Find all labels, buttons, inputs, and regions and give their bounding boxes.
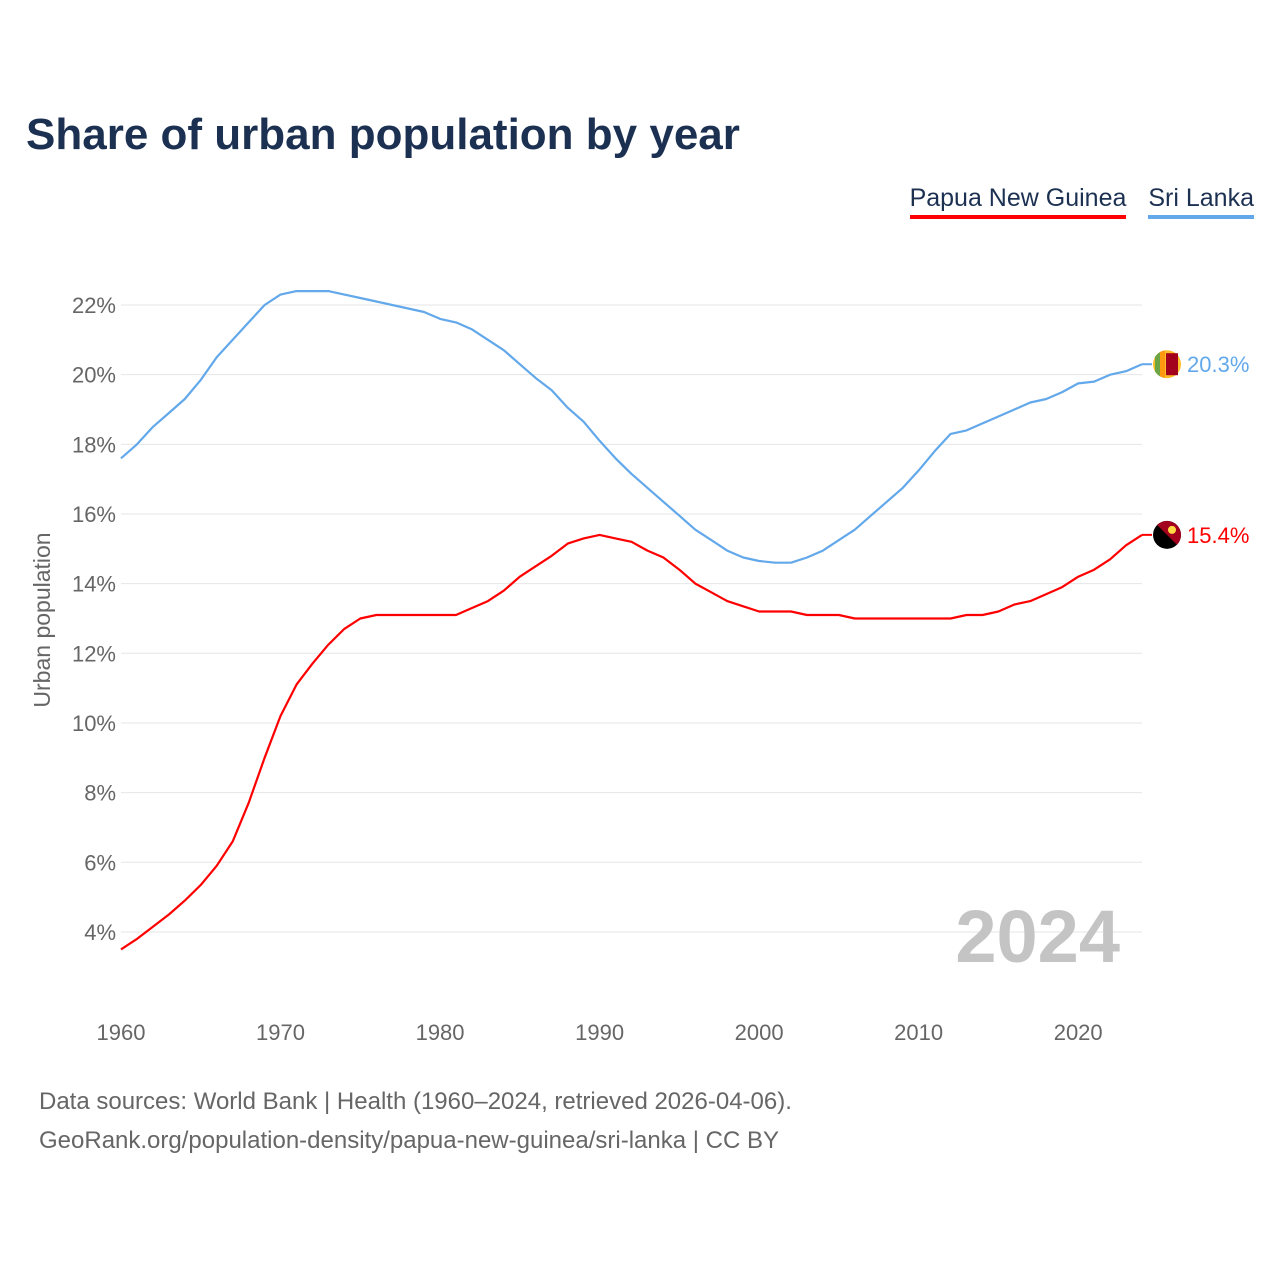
y-tick-label: 6% <box>84 850 116 875</box>
y-tick-label: 18% <box>72 432 116 457</box>
series-line-papua-new-guinea <box>120 533 1143 951</box>
y-tick-label: 12% <box>72 641 116 666</box>
source-line-1: Data sources: World Bank | Health (1960–… <box>39 1088 792 1115</box>
series-line-sri-lanka <box>120 290 1143 564</box>
flag-papua-new-guinea-icon <box>1153 520 1181 549</box>
x-tick-label: 2010 <box>894 1020 943 1045</box>
flag-stripe <box>1155 350 1160 379</box>
end-value-label-papua-new-guinea: 15.4% <box>1187 523 1249 548</box>
end-value-label-sri-lanka: 20.3% <box>1187 352 1249 377</box>
source-line-2[interactable]: GeoRank.org/population-density/papua-new… <box>39 1127 779 1154</box>
flag-sri-lanka-icon <box>1153 350 1181 379</box>
x-tick-label: 1970 <box>256 1020 305 1045</box>
y-tick-label: 10% <box>72 711 116 736</box>
y-tick-label: 20% <box>72 363 116 388</box>
flag-bird <box>1168 525 1176 534</box>
flag-field <box>1166 353 1178 376</box>
y-tick-label: 8% <box>84 781 116 806</box>
legend: Papua New Guinea Sri Lanka <box>909 184 1254 219</box>
x-tick-label: 1990 <box>575 1020 624 1045</box>
y-tick-label: 16% <box>72 502 116 527</box>
x-tick-label: 1960 <box>97 1020 146 1045</box>
flag-stripe <box>1160 350 1165 379</box>
y-tick-label: 22% <box>72 293 116 318</box>
x-tick-label: 2000 <box>735 1020 784 1045</box>
legend-item-sri-lanka[interactable]: Sri Lanka <box>1148 184 1254 219</box>
x-tick-label: 1980 <box>416 1020 465 1045</box>
y-tick-label: 4% <box>84 920 116 945</box>
y-tick-label: 14% <box>72 572 116 597</box>
y-axis-label: Urban population <box>29 532 55 707</box>
x-tick-label: 2020 <box>1054 1020 1103 1045</box>
chart-title: Share of urban population by year <box>26 110 740 159</box>
year-watermark: 2024 <box>955 895 1120 978</box>
legend-item-papua-new-guinea[interactable]: Papua New Guinea <box>909 184 1127 219</box>
